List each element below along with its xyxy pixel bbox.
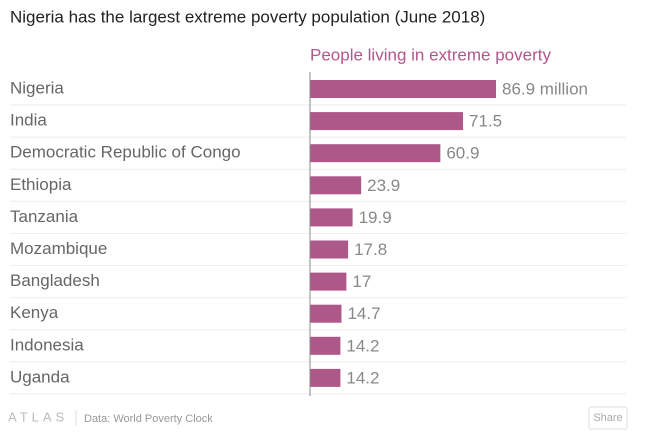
bar xyxy=(310,368,341,387)
value-label: 60.9 xyxy=(446,144,479,163)
category-label: Uganda xyxy=(10,367,70,386)
value-label: 23.9 xyxy=(367,176,400,195)
value-label: 19.9 xyxy=(359,208,392,227)
series-header: People living in extreme poverty xyxy=(310,45,551,64)
category-label: Kenya xyxy=(10,303,59,322)
bar xyxy=(310,304,342,323)
value-label: 86.9 million xyxy=(502,79,588,98)
bar xyxy=(310,144,441,163)
category-label: Mozambique xyxy=(10,239,107,258)
bar xyxy=(310,80,496,98)
bar xyxy=(310,336,341,355)
value-label: 14.2 xyxy=(346,336,379,355)
category-label: Ethiopia xyxy=(10,175,72,194)
category-label: India xyxy=(10,111,47,130)
bar xyxy=(310,272,347,291)
category-label: Indonesia xyxy=(10,335,84,354)
brand: ATLAS xyxy=(8,409,68,424)
value-label: 14.2 xyxy=(346,368,379,387)
share-button[interactable] xyxy=(588,406,628,430)
value-label: 17 xyxy=(352,272,371,291)
bar xyxy=(310,240,349,259)
source: Data: World Poverty Clock xyxy=(84,413,213,425)
share-label[interactable]: Share xyxy=(593,412,622,424)
value-label: 17.8 xyxy=(354,240,387,259)
value-label: 71.5 xyxy=(469,112,502,131)
category-label: Bangladesh xyxy=(10,271,100,290)
category-label: Nigeria xyxy=(10,78,64,97)
bar xyxy=(310,176,362,195)
bar xyxy=(310,112,464,131)
chart-title: Nigeria has the largest extreme poverty … xyxy=(10,7,485,26)
value-label: 14.7 xyxy=(347,304,380,323)
category-label: Tanzania xyxy=(10,207,79,226)
category-label: Democratic Republic of Congo xyxy=(10,143,241,162)
bar xyxy=(310,208,353,227)
